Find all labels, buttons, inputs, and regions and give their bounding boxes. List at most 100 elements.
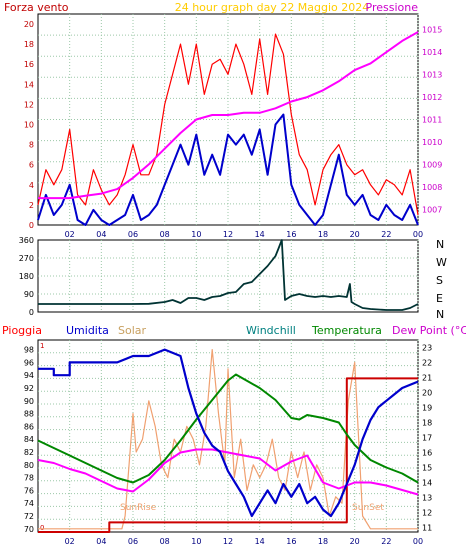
humidity-tick-88: 88	[24, 410, 34, 419]
temperature-line	[37, 373, 419, 484]
direction-tick-180: 180	[19, 272, 34, 281]
direction-label-n-bottom: N	[436, 308, 444, 321]
gust-line	[37, 33, 419, 216]
humidity-tick-76: 76	[24, 486, 34, 495]
wind-tick-14: 14	[24, 80, 34, 89]
wind-tick-2: 2	[29, 201, 34, 210]
wind-tick-16: 16	[24, 60, 34, 69]
direction-label-w: W	[436, 256, 447, 269]
humidity-tick-70: 70	[24, 525, 34, 534]
temp-tick-17: 17	[422, 434, 432, 443]
temp-tick-23: 23	[422, 344, 432, 353]
x-tick-0-12: 12	[223, 230, 233, 239]
dewpoint-line	[37, 448, 419, 496]
x-tick-0-06: 06	[128, 230, 138, 239]
sunrise-label: SunRise	[120, 503, 157, 513]
legend-rain: Pioggia	[2, 324, 42, 337]
x-tick-0-02: 02	[65, 230, 75, 239]
direction-label-s: S	[436, 274, 443, 287]
x-tick-2-22: 22	[381, 537, 391, 546]
legend-solar: Solar	[118, 324, 147, 337]
pressure-tick-1015: 1015	[422, 26, 442, 35]
pressure-tick-1009: 1009	[422, 160, 442, 169]
humidity-line	[38, 348, 419, 518]
wind-tick-8: 8	[29, 141, 34, 150]
x-tick-0-22: 22	[381, 230, 391, 239]
pressure-tick-1013: 1013	[422, 71, 442, 80]
humidity-tick-96: 96	[24, 358, 34, 367]
pressure-line	[38, 31, 419, 200]
temp-tick-13: 13	[422, 494, 432, 503]
rain-line	[38, 377, 418, 533]
humidity-tick-72: 72	[24, 512, 34, 521]
wind-tick-6: 6	[29, 161, 34, 170]
x-tick-2-06: 06	[128, 537, 138, 546]
x-tick-2-00: 00	[413, 537, 423, 546]
x-tick-0-18: 18	[318, 230, 328, 239]
humidity-tick-86: 86	[24, 422, 34, 431]
wind-tick-0: 0	[29, 221, 34, 230]
temp-tick-16: 16	[422, 449, 432, 458]
pressure-tick-1010: 1010	[422, 138, 442, 147]
temp-tick-22: 22	[422, 359, 432, 368]
pressure-tick-1008: 1008	[422, 183, 442, 192]
humidity-tick-78: 78	[24, 474, 34, 483]
x-tick-2-10: 10	[191, 537, 201, 546]
humidity-tick-92: 92	[24, 384, 34, 393]
x-tick-0-20: 20	[350, 230, 360, 239]
direction-tick-270: 270	[19, 254, 34, 263]
temp-tick-14: 14	[422, 479, 432, 488]
temp-tick-11: 11	[422, 524, 432, 533]
x-tick-2-04: 04	[96, 537, 106, 546]
x-tick-0-14: 14	[255, 230, 265, 239]
legend-temperature: Temperatura	[311, 324, 382, 337]
rain-tick-0: 0	[40, 524, 44, 532]
temp-tick-20: 20	[422, 389, 432, 398]
humidity-tick-90: 90	[24, 397, 34, 406]
legend-dewpoint: Dew Point (°C)	[392, 324, 466, 337]
tick-labels: 0246810121416182010071008100910101011101…	[19, 20, 443, 546]
pressure-tick-1014: 1014	[422, 48, 442, 57]
chart-title: 24 hour graph day 22 Maggio 2024	[175, 1, 370, 14]
wind-direction-line	[38, 239, 419, 311]
rain-tick-1: 1	[40, 342, 44, 350]
temp-tick-19: 19	[422, 404, 432, 413]
x-tick-2-18: 18	[318, 537, 328, 546]
pressure-tick-1007: 1007	[422, 205, 442, 214]
direction-label-n-top: N	[436, 238, 444, 251]
humidity-tick-74: 74	[24, 499, 34, 508]
direction-tick-90: 90	[24, 290, 34, 299]
wind-line	[37, 113, 419, 226]
wind-axis-title: Forza vento	[4, 1, 69, 14]
x-tick-0-16: 16	[286, 230, 296, 239]
humidity-tick-84: 84	[24, 435, 34, 444]
sunset-label: SunSet	[352, 503, 384, 513]
wind-tick-20: 20	[24, 20, 34, 29]
humidity-tick-80: 80	[24, 461, 34, 470]
pressure-axis-title: Pressione	[366, 1, 419, 14]
direction-tick-0: 0	[29, 308, 34, 317]
x-tick-2-12: 12	[223, 537, 233, 546]
temp-tick-15: 15	[422, 464, 432, 473]
x-tick-0-08: 08	[160, 230, 170, 239]
pressure-tick-1011: 1011	[422, 116, 442, 125]
humidity-tick-94: 94	[24, 371, 34, 380]
temp-tick-12: 12	[422, 509, 432, 518]
x-tick-0-10: 10	[191, 230, 201, 239]
humidity-tick-82: 82	[24, 448, 34, 457]
x-tick-2-20: 20	[350, 537, 360, 546]
direction-tick-360: 360	[19, 236, 34, 245]
temp-tick-21: 21	[422, 374, 432, 383]
series-lines	[37, 31, 419, 533]
legend-windchill: Windchill	[246, 324, 296, 337]
humidity-tick-98: 98	[24, 346, 34, 355]
wind-tick-18: 18	[24, 40, 34, 49]
x-tick-2-02: 02	[65, 537, 75, 546]
x-tick-0-00: 00	[413, 230, 423, 239]
wind-tick-4: 4	[29, 181, 34, 190]
x-tick-2-08: 08	[160, 537, 170, 546]
temp-tick-18: 18	[422, 419, 432, 428]
legend-humidity: Umidita	[66, 324, 109, 337]
